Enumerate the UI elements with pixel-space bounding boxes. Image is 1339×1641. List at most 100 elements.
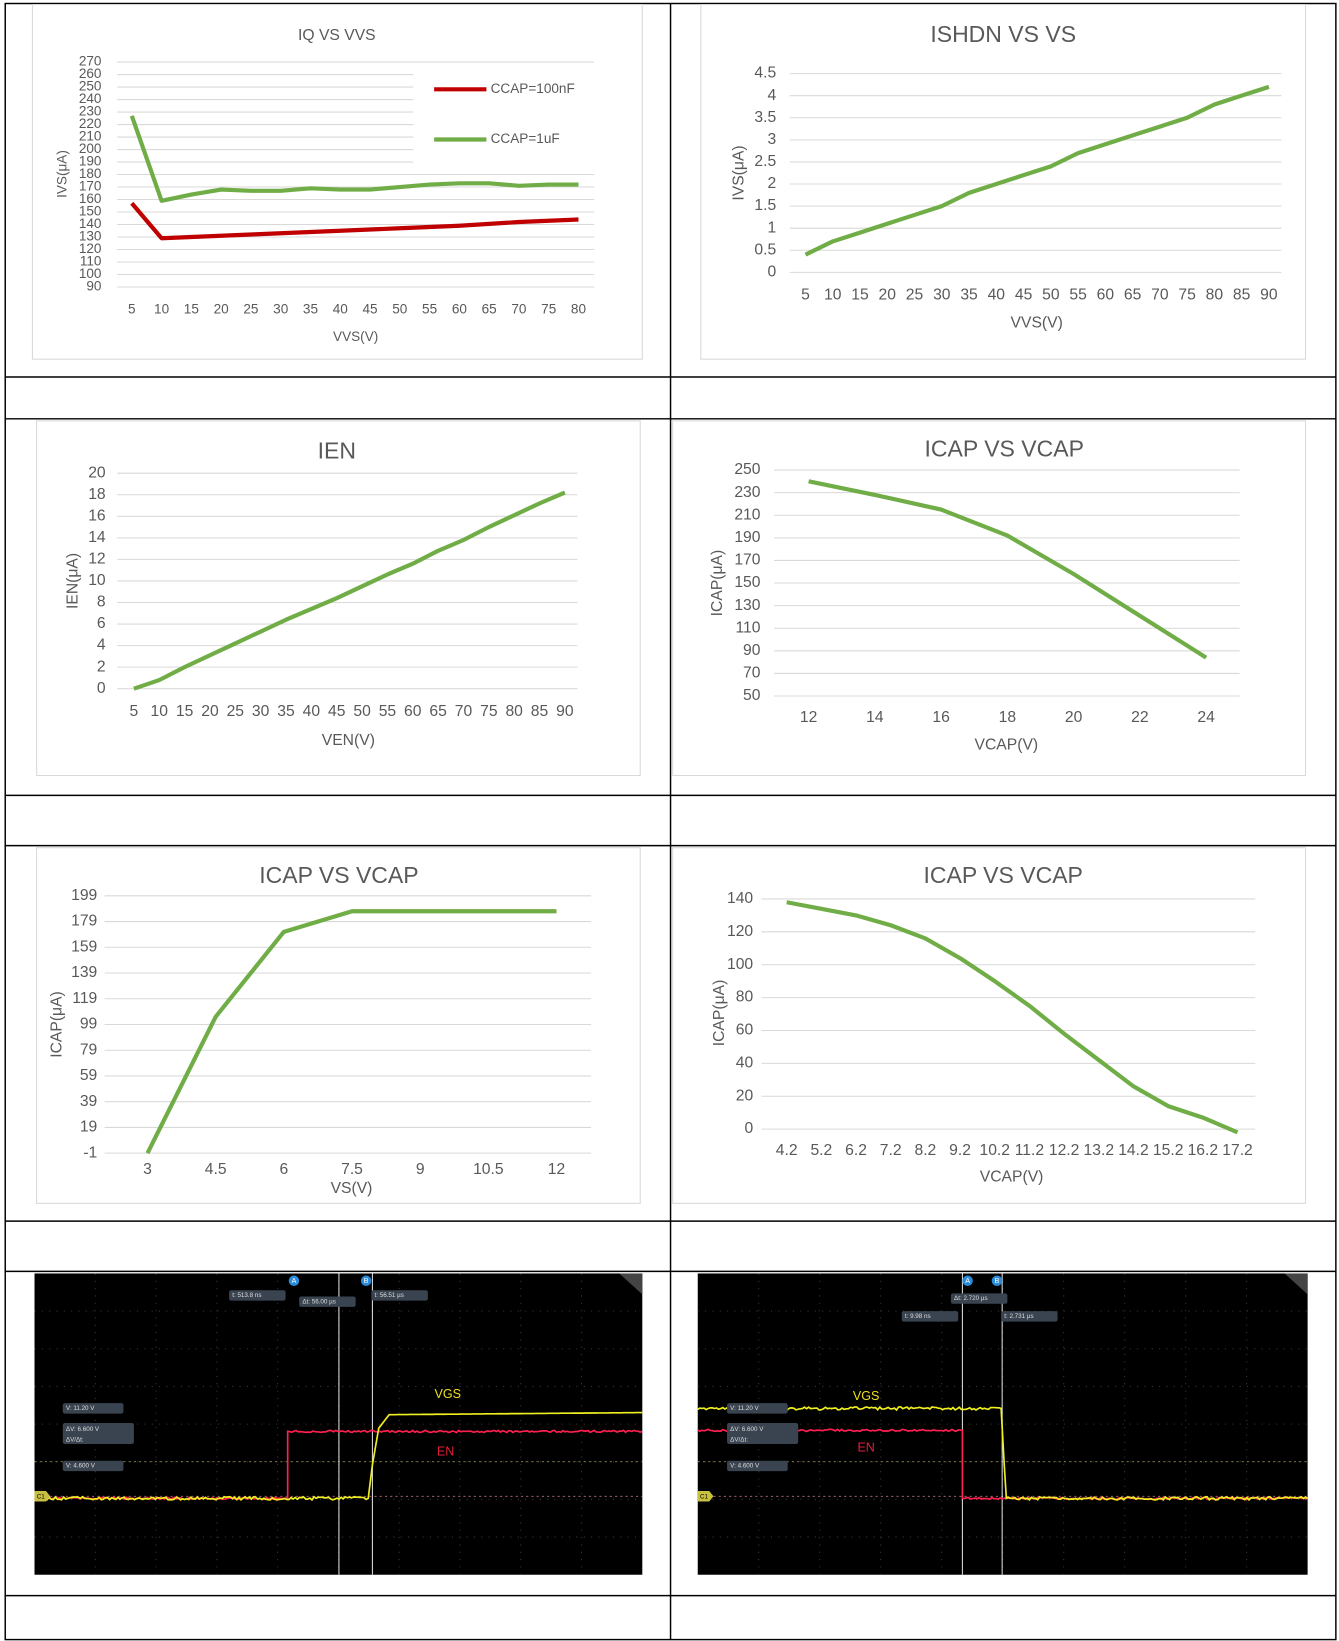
y-tick-label: 60 bbox=[736, 1022, 754, 1039]
y-tick-label: 130 bbox=[734, 597, 760, 614]
x-tick-label: 20 bbox=[1065, 709, 1083, 726]
chart-title: ICAP VS VCAP bbox=[924, 862, 1083, 888]
y-tick-label: 12 bbox=[88, 551, 105, 568]
legend-label: CCAP=100nF bbox=[491, 81, 575, 96]
x-tick-label: 55 bbox=[1069, 287, 1087, 304]
y-tick-label: 3 bbox=[767, 131, 776, 148]
y-tick-label: 199 bbox=[71, 887, 97, 904]
x-tick-label: 10 bbox=[151, 703, 169, 720]
x-tick-label: 15 bbox=[184, 302, 199, 317]
legend-label: CCAP=1uF bbox=[491, 131, 560, 146]
trace-label: EN bbox=[857, 1440, 874, 1454]
x-axis-label: VCAP(V) bbox=[980, 1168, 1044, 1185]
x-tick-label: 12 bbox=[800, 709, 817, 726]
chart: ICAP VS VCAPVCAP(V)ICAP(μA)5070901101301… bbox=[673, 421, 1306, 776]
x-tick-label: 65 bbox=[429, 703, 447, 720]
chart-title: ISHDN VS VS bbox=[930, 21, 1076, 47]
y-tick-label: 4.5 bbox=[754, 65, 776, 82]
x-tick-label: 75 bbox=[1178, 287, 1196, 304]
x-axis-label: VCAP(V) bbox=[975, 736, 1039, 753]
trace-label: VGS bbox=[434, 1387, 461, 1401]
cursor-label: B bbox=[994, 1276, 999, 1285]
x-tick-label: 50 bbox=[353, 703, 371, 720]
x-tick-label: 80 bbox=[505, 703, 523, 720]
x-tick-label: 35 bbox=[960, 287, 978, 304]
cursor-label: A bbox=[292, 1276, 297, 1285]
trace-label: VGS bbox=[853, 1389, 880, 1403]
x-axis-label: VS(V) bbox=[331, 1180, 373, 1197]
chart-frame bbox=[37, 848, 641, 1204]
y-tick-label: 159 bbox=[71, 938, 97, 955]
x-tick-label: 5 bbox=[130, 703, 139, 720]
y-tick-label: 150 bbox=[734, 574, 760, 591]
y-tick-label: 90 bbox=[743, 642, 761, 659]
y-tick-label: 2.5 bbox=[754, 153, 776, 170]
time-readout: t: 9.98 ns bbox=[905, 1313, 931, 1320]
x-tick-label: 4.5 bbox=[205, 1161, 227, 1178]
x-tick-label: 25 bbox=[227, 703, 245, 720]
x-tick-label: 12.2 bbox=[1049, 1142, 1080, 1159]
level-readout: V: 11.20 V bbox=[66, 1405, 95, 1412]
x-tick-label: 50 bbox=[392, 302, 408, 317]
x-tick-label: 20 bbox=[879, 287, 897, 304]
y-tick-label: 0.5 bbox=[754, 241, 776, 258]
x-tick-label: 24 bbox=[1197, 709, 1215, 726]
x-tick-label: 22 bbox=[1131, 709, 1148, 726]
x-tick-label: 3 bbox=[143, 1161, 152, 1178]
y-axis-label: ICAP(μA) bbox=[709, 550, 726, 617]
y-tick-label: 18 bbox=[88, 486, 106, 503]
y-tick-label: 0 bbox=[767, 263, 776, 280]
y-tick-label: 110 bbox=[735, 619, 760, 636]
y-tick-label: 4 bbox=[767, 87, 776, 104]
x-tick-label: 25 bbox=[243, 302, 258, 317]
x-tick-label: 9 bbox=[416, 1161, 425, 1178]
x-tick-label: 90 bbox=[1260, 287, 1278, 304]
y-tick-label: 120 bbox=[727, 923, 753, 940]
chart: IQ VS VVSVVS(V)IVS(μA)901001101201301401… bbox=[32, 5, 642, 360]
y-tick-label: 16 bbox=[88, 507, 106, 524]
x-tick-label: 6 bbox=[279, 1161, 288, 1178]
chart-title: ICAP VS VCAP bbox=[259, 862, 418, 888]
x-tick-label: 5 bbox=[128, 302, 136, 317]
y-axis-label: ICAP(μA) bbox=[49, 991, 66, 1058]
y-tick-label: 1.5 bbox=[754, 197, 776, 214]
x-tick-label: 30 bbox=[273, 302, 289, 317]
x-tick-label: 55 bbox=[379, 703, 397, 720]
x-tick-label: 10 bbox=[824, 287, 842, 304]
y-tick-label: 1 bbox=[767, 219, 776, 236]
x-tick-label: 80 bbox=[571, 302, 587, 317]
x-tick-label: 30 bbox=[933, 287, 951, 304]
y-tick-label: 10 bbox=[88, 572, 106, 589]
y-tick-label: 59 bbox=[80, 1067, 97, 1084]
time-readout: t: 2.731 µs bbox=[1004, 1313, 1033, 1320]
y-tick-label: 14 bbox=[88, 529, 106, 546]
x-tick-label: 60 bbox=[1097, 287, 1115, 304]
y-tick-label: 99 bbox=[80, 1016, 97, 1033]
chart: ICAP VS VCAPVCAP(V)ICAP(μA)0204060801001… bbox=[673, 848, 1306, 1204]
cursor-label: B bbox=[364, 1276, 369, 1285]
y-tick-label: 0 bbox=[97, 680, 106, 697]
x-tick-label: 70 bbox=[455, 703, 473, 720]
page: {"chart_data":[ {"type":"line","title":"… bbox=[0, 0, 1339, 1641]
x-tick-label: 11.2 bbox=[1015, 1142, 1044, 1159]
x-tick-label: 5 bbox=[801, 287, 810, 304]
x-tick-label: 17.2 bbox=[1222, 1142, 1253, 1159]
x-tick-label: 10.2 bbox=[979, 1142, 1010, 1159]
x-tick-label: 18 bbox=[999, 709, 1017, 726]
time-readout: Δt: 56.00 µs bbox=[302, 1298, 336, 1305]
x-tick-label: 75 bbox=[480, 703, 498, 720]
y-tick-label: 19 bbox=[80, 1119, 97, 1136]
y-tick-label: 0 bbox=[744, 1120, 753, 1137]
y-tick-label: 119 bbox=[72, 990, 97, 1007]
y-tick-label: 140 bbox=[727, 890, 753, 907]
x-tick-label: 20 bbox=[214, 302, 230, 317]
scope-capture: VGSENABC1t: 513.8 nsΔt: 56.00 µst: 56.51… bbox=[35, 1273, 643, 1574]
x-tick-label: 20 bbox=[201, 703, 219, 720]
level-readout: ΔV: 6.600 V bbox=[66, 1426, 100, 1433]
y-axis-label: IVS(μA) bbox=[54, 150, 69, 198]
level-readout: V: 4.600 V bbox=[730, 1463, 760, 1470]
x-tick-label: 10 bbox=[154, 302, 170, 317]
x-tick-label: 60 bbox=[404, 703, 422, 720]
time-readout: t: 56.51 µs bbox=[375, 1292, 404, 1299]
x-tick-label: 16.2 bbox=[1188, 1142, 1219, 1159]
